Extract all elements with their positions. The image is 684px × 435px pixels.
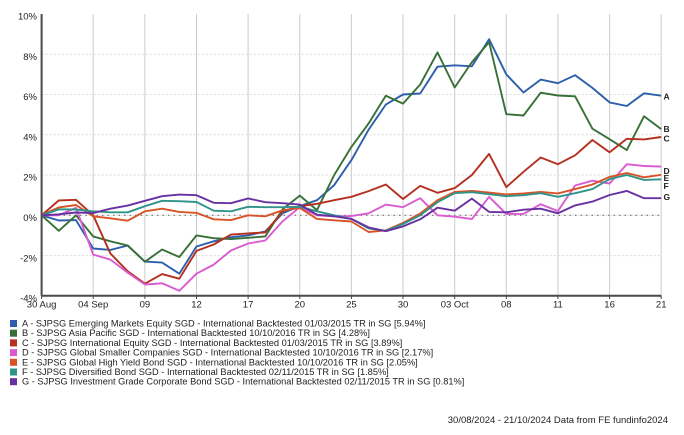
- svg-text:30/08/2024 - 21/10/2024 Data f: 30/08/2024 - 21/10/2024 Data from FE fun…: [448, 415, 668, 426]
- svg-text:A - SJPSG Emerging Markets Equ: A - SJPSG Emerging Markets Equity SGD - …: [22, 319, 425, 329]
- svg-text:F - SJPSG Diversified Bond SGD: F - SJPSG Diversified Bond SGD - Interna…: [22, 367, 389, 377]
- svg-text:A: A: [664, 91, 670, 101]
- svg-text:B - SJPSG Asia Pacific SGD - I: B - SJPSG Asia Pacific SGD - Internation…: [22, 328, 370, 338]
- svg-text:8%: 8%: [23, 52, 37, 63]
- svg-text:G: G: [664, 192, 671, 202]
- svg-text:4%: 4%: [23, 133, 37, 144]
- svg-text:G - SJPSG Investment Grade Cor: G - SJPSG Investment Grade Corporate Bon…: [22, 377, 464, 387]
- svg-text:B: B: [664, 124, 670, 134]
- svg-text:04 Sep: 04 Sep: [78, 300, 108, 311]
- svg-text:25: 25: [346, 300, 357, 311]
- svg-text:09: 09: [140, 300, 151, 311]
- svg-text:-2%: -2%: [20, 253, 37, 264]
- svg-text:17: 17: [243, 300, 254, 311]
- svg-text:21: 21: [656, 300, 667, 311]
- svg-text:F: F: [664, 181, 669, 191]
- svg-text:D - SJPSG Global Smaller Compa: D - SJPSG Global Smaller Companies SGD -…: [22, 348, 433, 358]
- svg-text:12: 12: [191, 300, 202, 311]
- svg-text:2%: 2%: [23, 173, 37, 184]
- svg-text:20: 20: [295, 300, 306, 311]
- svg-text:16: 16: [604, 300, 615, 311]
- svg-text:E - SJPSG Global High Yield Bo: E - SJPSG Global High Yield Bond SGD - I…: [22, 357, 418, 367]
- svg-text:-4%: -4%: [20, 294, 37, 305]
- svg-text:6%: 6%: [23, 92, 37, 103]
- svg-text:0%: 0%: [23, 213, 37, 224]
- svg-text:10%: 10%: [18, 12, 38, 23]
- svg-text:11: 11: [553, 300, 563, 311]
- svg-text:30: 30: [398, 300, 409, 311]
- svg-text:30 Aug: 30 Aug: [27, 300, 57, 311]
- svg-text:E: E: [664, 173, 670, 183]
- svg-text:C: C: [664, 134, 670, 144]
- svg-text:C - SJPSG International Equity: C - SJPSG International Equity SGD - Int…: [22, 338, 402, 348]
- svg-text:D: D: [664, 166, 670, 176]
- svg-text:03 Oct: 03 Oct: [441, 300, 469, 311]
- svg-text:08: 08: [501, 300, 512, 311]
